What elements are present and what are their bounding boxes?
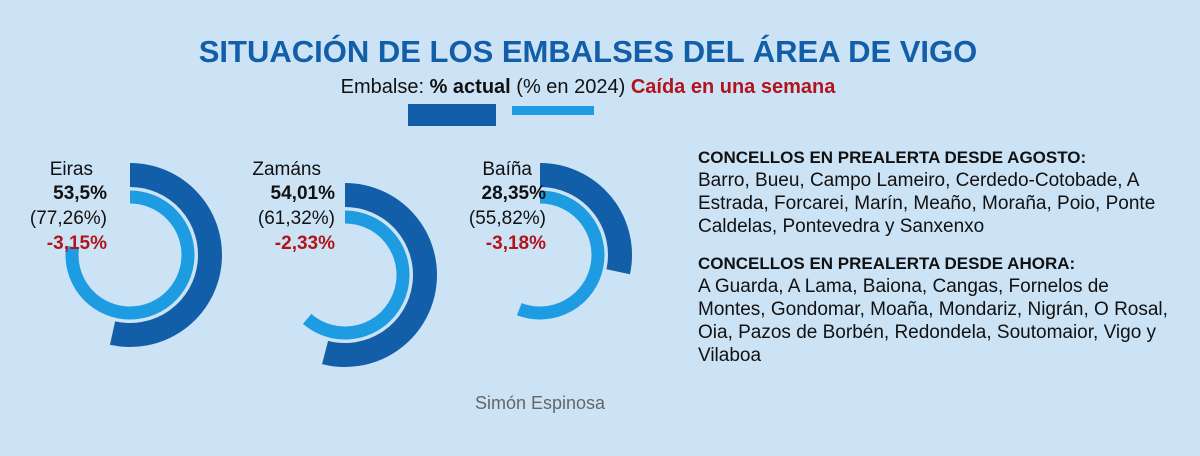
arc-current (322, 183, 437, 367)
credit: Simón Espinosa (475, 393, 606, 413)
legend: Embalse: % actual (% en 2024) Caída en u… (341, 76, 837, 98)
legend-entry: (% en 2024) (516, 76, 625, 98)
chart-title: SITUACIÓN DE LOS EMBALSES DEL ÁREA DE VI… (199, 33, 978, 69)
arc-2024 (516, 190, 605, 320)
note-text: A Guarda, A Lama, Baiona, Cangas, Fornel… (698, 276, 1168, 366)
value-label: (77,26%) (30, 208, 107, 229)
value-label: -2,33% (275, 233, 335, 254)
legend-entry: Caída en una semana (631, 76, 836, 98)
legend-swatch (408, 104, 496, 126)
legend-entry: % actual (430, 76, 511, 98)
arc-2024 (65, 190, 195, 320)
note-text: Barro, Bueu, Campo Lameiro, Cerdedo-Coto… (698, 170, 1156, 237)
arc-current (539, 163, 632, 275)
value-label: -3,15% (47, 233, 107, 254)
note-heading: CONCELLOS EN PREALERTA DESDE AHORA: (698, 254, 1076, 273)
value-label: (61,32%) (258, 208, 335, 229)
legend-title: Embalse: (341, 76, 424, 98)
category-label: Zamáns (252, 159, 321, 180)
note-heading: CONCELLOS EN PREALERTA DESDE AGOSTO: (698, 148, 1087, 167)
notes: CONCELLOS EN PREALERTA DESDE AGOSTO: Bar… (698, 146, 1168, 381)
value-label: 54,01% (271, 183, 336, 204)
arc-current (109, 163, 222, 347)
category-label: Baíña (482, 159, 532, 180)
value-label: -3,18% (486, 233, 546, 254)
value-label: 53,5% (53, 183, 107, 204)
legend-swatch (512, 106, 594, 115)
value-label: (55,82%) (469, 208, 546, 229)
category-label: Eiras (50, 159, 93, 180)
value-label: 28,35% (482, 183, 547, 204)
arc-2024 (302, 210, 410, 340)
